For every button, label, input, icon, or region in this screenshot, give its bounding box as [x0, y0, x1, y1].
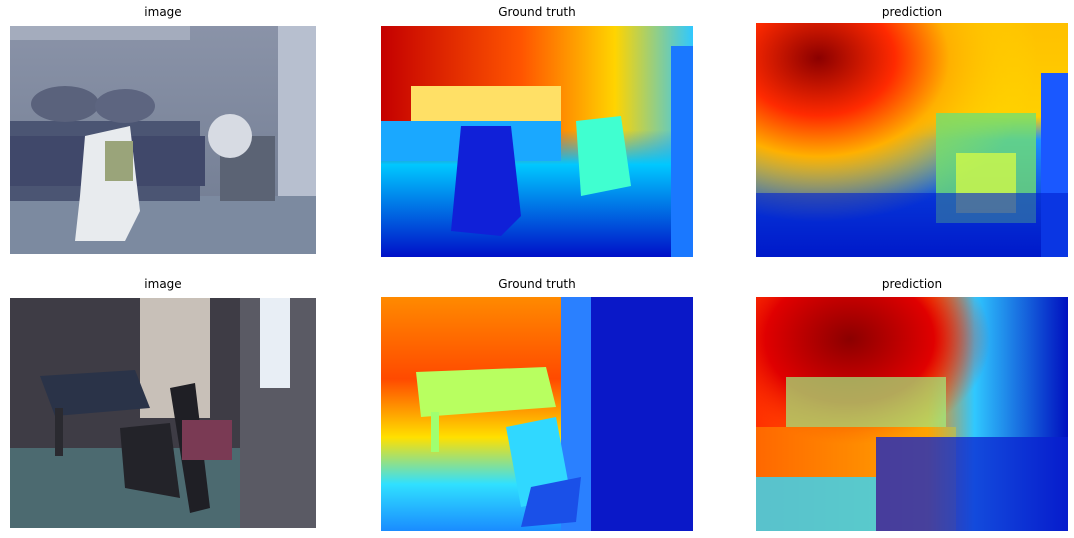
row2-ground-truth-depth — [381, 297, 693, 531]
row1-image-title: image — [144, 5, 182, 19]
row1-ground-truth-depth — [381, 26, 693, 257]
row2-prediction-panel: prediction — [756, 277, 1068, 531]
row2-image-panel: image — [10, 277, 316, 528]
row1-prediction-title: prediction — [881, 5, 943, 19]
row2-photo — [10, 298, 316, 528]
row2-prediction-depth — [756, 297, 1068, 531]
row2-ground-truth-title: Ground truth — [498, 277, 576, 291]
row2-ground-truth-panel: Ground truth — [381, 277, 693, 531]
row1-prediction-depth — [756, 23, 1068, 257]
row1-ground-truth-title: Ground truth — [498, 5, 576, 19]
row1-photo — [10, 26, 316, 254]
row1-image-panel: image — [10, 5, 316, 254]
row2-prediction-title: prediction — [881, 277, 943, 291]
row1-ground-truth-panel: Ground truth — [381, 5, 693, 257]
row2-image-title: image — [144, 277, 182, 291]
row1-prediction-panel: prediction — [756, 5, 1068, 257]
